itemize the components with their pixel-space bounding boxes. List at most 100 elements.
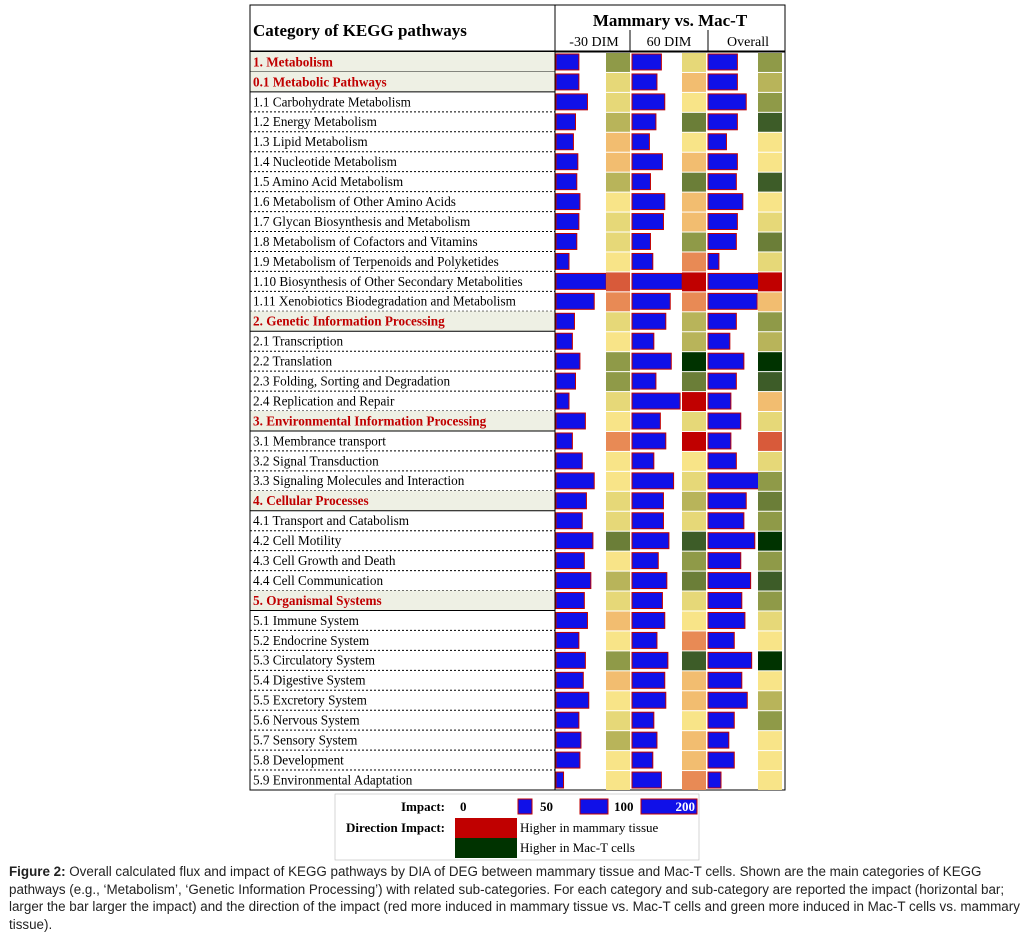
- row-label: 2.2 Translation: [253, 354, 333, 369]
- direction-cell: [758, 771, 782, 790]
- direction-cell: [758, 471, 782, 491]
- category-row-bg: [250, 52, 555, 72]
- direction-cell: [682, 771, 706, 790]
- impact-bar: [555, 452, 583, 470]
- impact-bar: [631, 731, 658, 749]
- direction-cell: [682, 412, 706, 431]
- table-row: 5.4 Digestive System: [250, 671, 782, 691]
- direction-cell: [682, 92, 706, 112]
- legend-impact-bar: [579, 798, 609, 815]
- impact-bar: [555, 532, 594, 550]
- row-label: 5.1 Immune System: [253, 613, 360, 628]
- row-label: 5.5 Excretory System: [253, 693, 368, 708]
- impact-bar: [555, 292, 595, 310]
- table-row: 3.2 Signal Transduction: [250, 451, 782, 472]
- table-row: 1.6 Metabolism of Other Amino Acids: [250, 192, 782, 213]
- direction-cell: [758, 352, 782, 372]
- direction-cell: [606, 192, 630, 212]
- direction-cell: [606, 152, 630, 172]
- category-row-bg: [250, 411, 555, 431]
- impact-bar: [707, 193, 744, 211]
- impact-bar: [555, 193, 581, 211]
- direction-cell: [758, 312, 782, 332]
- impact-bar: [707, 532, 756, 550]
- row-label: 5.4 Digestive System: [253, 673, 366, 688]
- direction-cell: [758, 691, 782, 711]
- direction-cell: [682, 471, 706, 491]
- direction-cell: [682, 691, 706, 711]
- impact-bar: [707, 332, 731, 350]
- direction-cell: [758, 571, 782, 591]
- impact-bar: [631, 432, 667, 450]
- row-label: 4. Cellular Processes: [253, 493, 369, 508]
- direction-cell: [682, 511, 706, 531]
- header-left-title: Category of KEGG pathways: [253, 21, 467, 40]
- impact-bar: [631, 233, 651, 250]
- impact-bar: [707, 711, 735, 729]
- impact-bar: [707, 252, 720, 270]
- impact-bar: [631, 512, 664, 530]
- direction-cell: [606, 312, 630, 332]
- impact-bar: [707, 113, 738, 131]
- table-row: 5.2 Endocrine System: [250, 631, 782, 651]
- direction-cell: [758, 192, 782, 212]
- impact-bar: [555, 611, 588, 629]
- direction-cell: [758, 531, 782, 551]
- legend-direction-mact: Higher in Mac-T cells: [520, 840, 635, 855]
- impact-bar: [555, 731, 582, 749]
- impact-bar: [707, 691, 748, 709]
- row-label: 5.7 Sensory System: [253, 733, 358, 748]
- impact-bar: [555, 552, 585, 570]
- impact-bar: [555, 173, 578, 191]
- direction-cell: [682, 272, 706, 292]
- legend-impact-tick: 0: [460, 799, 467, 814]
- impact-bar: [707, 671, 743, 689]
- direction-cell: [758, 152, 782, 172]
- direction-cell: [606, 352, 630, 372]
- direction-cell: [758, 92, 782, 112]
- direction-cell: [606, 611, 630, 631]
- impact-bar: [555, 153, 579, 171]
- row-label: 4.4 Cell Communication: [253, 573, 383, 588]
- impact-bar: [707, 292, 758, 310]
- impact-bar: [631, 532, 670, 550]
- direction-cell: [758, 551, 782, 571]
- row-label: 3.1 Membrance transport: [253, 433, 386, 448]
- table-body: 1. Metabolism 0.1 Metabolic Pathways 1.1 C…: [249, 51, 786, 791]
- direction-cell: [682, 212, 706, 232]
- direction-cell: [606, 132, 630, 152]
- direction-cell: [682, 352, 706, 372]
- row-label: 2.4 Replication and Repair: [253, 393, 395, 408]
- impact-bar: [707, 412, 742, 430]
- direction-cell: [606, 591, 630, 611]
- row-label: 5.9 Environmental Adaptation: [253, 772, 413, 787]
- impact-bar: [631, 592, 663, 609]
- legend-impact-tick: 100: [614, 799, 634, 814]
- direction-cell: [758, 292, 782, 312]
- table-row: 2.2 Translation: [250, 352, 782, 372]
- direction-cell: [682, 172, 706, 192]
- direction-cell: [606, 671, 630, 691]
- column-header-60dim: 60 DIM: [647, 35, 692, 50]
- caption-text: Overall calculated flux and impact of KE…: [9, 864, 1020, 932]
- impact-bar: [707, 751, 735, 769]
- direction-cell: [758, 392, 782, 412]
- legend-direction-label: Direction Impact:: [346, 820, 445, 835]
- impact-bar: [631, 272, 683, 290]
- impact-bar: [555, 572, 592, 590]
- row-label: 1.8 Metabolism of Cofactors and Vitamins: [253, 234, 478, 249]
- direction-cell: [758, 731, 782, 751]
- impact-bar: [707, 272, 760, 290]
- table-header: Category of KEGG pathways Mammary vs. Ma…: [249, 4, 786, 52]
- direction-cell: [758, 651, 782, 671]
- row-label: 1.1 Carbohydrate Metabolism: [253, 94, 412, 109]
- direction-cell: [682, 671, 706, 691]
- impact-bar: [555, 671, 584, 689]
- direction-cell: [606, 471, 630, 491]
- direction-cell: [606, 571, 630, 591]
- category-row: 4. Cellular Processes: [250, 490, 782, 512]
- row-label: 1.2 Energy Metabolism: [253, 114, 378, 129]
- direction-cell: [606, 631, 630, 651]
- table-row: 1.4 Nucleotide Metabolism: [250, 152, 782, 173]
- impact-bar: [631, 332, 655, 350]
